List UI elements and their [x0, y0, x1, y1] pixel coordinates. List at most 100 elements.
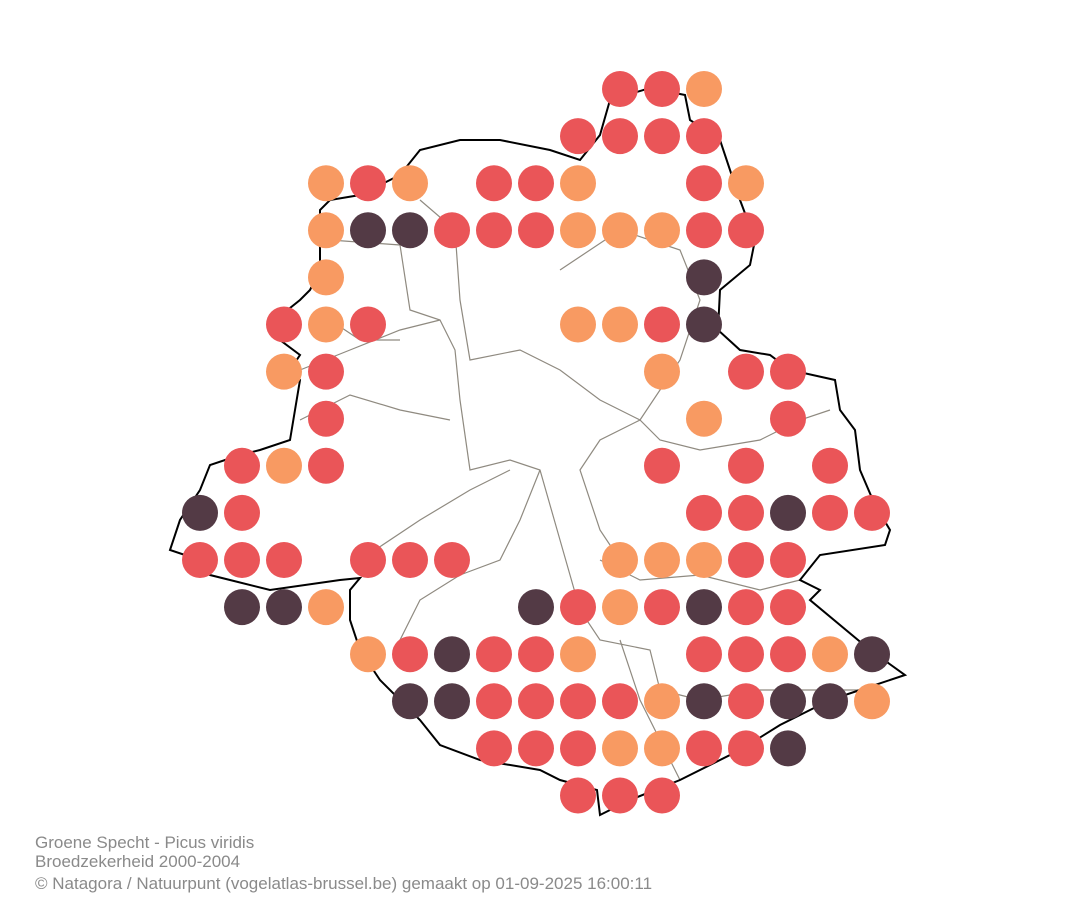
square-dot	[560, 118, 596, 155]
square-dot	[266, 589, 302, 626]
square-dot	[560, 777, 596, 814]
square-dot	[224, 589, 260, 626]
square-dot	[686, 683, 722, 720]
square-dot	[350, 212, 386, 249]
square-dot	[644, 212, 680, 249]
square-dot	[728, 447, 764, 484]
square-dot	[350, 165, 386, 202]
square-dot	[686, 306, 722, 343]
square-dot	[560, 730, 596, 767]
square-dot	[644, 542, 680, 578]
square-dot	[224, 447, 260, 484]
square-dot	[350, 542, 386, 578]
square-dot	[770, 542, 806, 578]
square-dot	[812, 636, 848, 673]
square-dot	[308, 165, 344, 202]
square-dot	[728, 494, 764, 531]
square-dot	[812, 447, 848, 484]
square-dot	[476, 212, 512, 249]
square-dot	[686, 589, 722, 626]
square-dot	[770, 730, 806, 767]
square-dot	[308, 353, 344, 390]
square-dot	[728, 212, 764, 249]
square-dot	[308, 306, 344, 343]
square-dot	[728, 683, 764, 720]
square-dot	[518, 212, 554, 249]
square-dot	[308, 447, 344, 484]
square-dot	[392, 636, 428, 673]
square-dot	[224, 542, 260, 578]
square-dot	[560, 683, 596, 720]
square-dot	[686, 71, 722, 107]
square-dot	[350, 306, 386, 343]
square-dot	[434, 636, 470, 673]
square-dot	[686, 636, 722, 673]
square-dot	[560, 212, 596, 249]
square-dot	[560, 306, 596, 343]
square-dot	[476, 636, 512, 673]
square-dot	[602, 118, 638, 155]
period-line: Broedzekerheid 2000-2004	[35, 852, 241, 871]
square-dot	[644, 730, 680, 767]
square-dot	[644, 353, 680, 390]
square-dot	[854, 636, 890, 673]
square-dot	[686, 494, 722, 531]
square-dot	[308, 589, 344, 626]
square-dot	[812, 494, 848, 531]
square-dot	[392, 165, 428, 202]
square-dot	[728, 589, 764, 626]
square-dot	[602, 71, 638, 107]
square-dot	[518, 165, 554, 202]
square-dot	[728, 542, 764, 578]
square-dot	[308, 212, 344, 249]
square-dot	[392, 683, 428, 720]
square-dot	[560, 636, 596, 673]
square-dot	[518, 683, 554, 720]
square-dot	[266, 447, 302, 484]
square-dot	[602, 306, 638, 343]
square-dot	[770, 494, 806, 531]
square-dot	[602, 212, 638, 249]
square-dot	[518, 730, 554, 767]
square-dot	[644, 306, 680, 343]
square-dot	[770, 400, 806, 437]
square-dot	[770, 636, 806, 673]
square-dot	[266, 306, 302, 343]
square-dot	[686, 400, 722, 437]
square-dot	[644, 683, 680, 720]
square-dot	[434, 683, 470, 720]
square-dot	[728, 165, 764, 202]
atlas-squares	[182, 71, 890, 814]
square-dot	[476, 683, 512, 720]
square-dot	[644, 777, 680, 814]
square-dot	[644, 447, 680, 484]
square-dot	[686, 259, 722, 296]
square-dot	[644, 589, 680, 626]
square-dot	[476, 730, 512, 767]
square-dot	[686, 118, 722, 155]
square-dot	[728, 353, 764, 390]
square-dot	[392, 542, 428, 578]
square-dot	[602, 777, 638, 814]
square-dot	[686, 730, 722, 767]
square-dot	[308, 400, 344, 437]
square-dot	[686, 542, 722, 578]
square-dot	[392, 212, 428, 249]
square-dot	[770, 683, 806, 720]
square-dot	[602, 589, 638, 626]
square-dot	[266, 542, 302, 578]
square-dot	[770, 353, 806, 390]
square-dot	[434, 212, 470, 249]
species-line: Groene Specht - Picus viridis	[35, 833, 255, 852]
square-dot	[602, 542, 638, 578]
square-dot	[644, 118, 680, 155]
square-dot	[686, 212, 722, 249]
square-dot	[308, 259, 344, 296]
square-dot	[224, 494, 260, 531]
square-dot	[518, 636, 554, 673]
square-dot	[182, 542, 218, 578]
square-dot	[602, 730, 638, 767]
square-dot	[644, 71, 680, 107]
